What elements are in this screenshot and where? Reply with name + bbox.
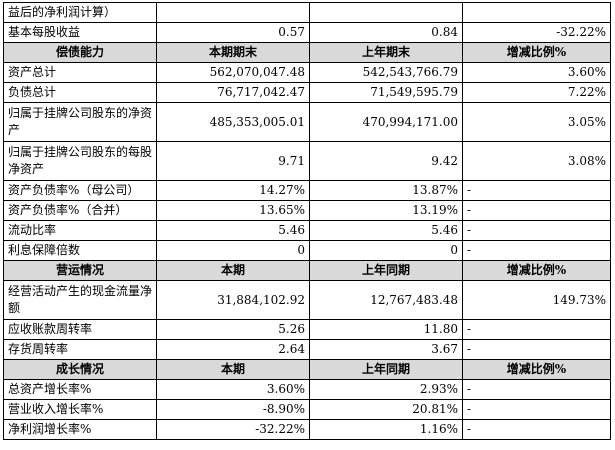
change-percent-value: -	[462, 240, 611, 261]
prior-period-value: 470,994,171.00	[309, 102, 463, 142]
row-label: 利息保障倍数	[3, 240, 157, 261]
current-period-value: 14.27%	[156, 180, 310, 201]
section-title: 营运情况	[3, 260, 157, 281]
prior-period-value: 71,549,595.79	[309, 82, 463, 103]
current-period-value: 5.46	[156, 220, 310, 241]
current-period-value: 9.71	[156, 141, 310, 181]
table-row: 存货周转率 2.64 3.67-	[3, 339, 611, 360]
current-period-value: -32.22%	[156, 419, 310, 440]
prior-period-value: 11.80	[309, 319, 463, 340]
table-row: 应收账款周转率 5.26 11.80-	[3, 319, 611, 340]
change-percent-value: -32.22%	[462, 22, 611, 43]
table-row: 利息保障倍数 0 0-	[3, 240, 611, 261]
prior-period-value: 0.84	[309, 22, 463, 43]
table-row: 总资产增长率% 3.60% 2.93% -	[3, 379, 611, 400]
section-header-row: 成长情况 本期 上年同期 增减比例%	[3, 359, 611, 380]
row-label: 流动比率	[3, 220, 157, 241]
section-header-row: 营运情况 本期 上年同期 增减比例%	[3, 260, 611, 281]
change-percent-value: -	[462, 339, 611, 360]
table-row: 营业收入增长率% -8.90% 20.81% -	[3, 399, 611, 420]
column-header: 上年期末	[309, 42, 463, 63]
row-label: 总资产增长率%	[3, 379, 157, 400]
current-period-value: 13.65%	[156, 200, 310, 221]
section-header-row: 偿债能力 本期期末 上年期末 增减比例%	[3, 42, 611, 63]
current-period-value: 31,884,102.92	[156, 280, 310, 320]
prior-period-value: 0	[309, 240, 463, 261]
change-percent-value: -	[462, 200, 611, 221]
table-row: 负债总计 76,717,042.47 71,549,595.79 7.22%	[3, 82, 611, 103]
row-label: 资产总计	[3, 62, 157, 83]
change-percent-value: -	[462, 220, 611, 241]
row-label: 归属于挂牌公司股东的净资产	[3, 102, 157, 142]
row-label: 资产负债率%（合并）	[3, 200, 157, 221]
table-row: 基本每股收益 0.57 0.84 -32.22%	[3, 22, 611, 43]
table-row: 归属于挂牌公司股东的净资产 485,353,005.01 470,994,171.0…	[3, 102, 611, 142]
prior-period-value	[309, 2, 463, 23]
current-period-value: 2.64	[156, 339, 310, 360]
column-header: 本期期末	[156, 42, 310, 63]
current-period-value: 3.60%	[156, 379, 310, 400]
table-row: 净利润增长率% -32.22% 1.16% -	[3, 419, 611, 440]
prior-period-value: 12,767,483.48	[309, 280, 463, 320]
current-period-value: 0	[156, 240, 310, 261]
change-percent-value: -	[462, 399, 611, 420]
change-percent-value: -	[462, 319, 611, 340]
current-period-value: -8.90%	[156, 399, 310, 420]
row-label: 基本每股收益	[3, 22, 157, 43]
prior-period-value: 542,543,766.79	[309, 62, 463, 83]
table-row: 归属于挂牌公司股东的每股净资产 9.71 9.42 3.08%	[3, 141, 611, 181]
change-percent-value: 3.05%	[462, 102, 611, 142]
row-label: 净利润增长率%	[3, 419, 157, 440]
table-body: 益后的净利润计算） 基本每股收益 0.57 0.84 -32.22% 偿债能力 本期期末 上年…	[3, 2, 611, 440]
current-period-value: 5.26	[156, 319, 310, 340]
current-period-value: 562,070,047.48	[156, 62, 310, 83]
change-percent-value: -	[462, 180, 611, 201]
column-header: 本期	[156, 260, 310, 281]
row-label: 存货周转率	[3, 339, 157, 360]
row-label: 经营活动产生的现金流量净额	[3, 280, 157, 320]
current-period-value: 0.57	[156, 22, 310, 43]
column-header: 增减比例%	[462, 42, 611, 63]
row-label: 资产负债率%（母公司）	[3, 180, 157, 201]
row-label: 营业收入增长率%	[3, 399, 157, 420]
change-percent-value: 3.08%	[462, 141, 611, 181]
prior-period-value: 13.19%	[309, 200, 463, 221]
change-percent-value: -	[462, 379, 611, 400]
change-percent-value	[462, 2, 611, 23]
prior-period-value: 13.87%	[309, 180, 463, 201]
current-period-value: 485,353,005.01	[156, 102, 310, 142]
table-row: 益后的净利润计算）	[3, 2, 611, 23]
prior-period-value: 5.46	[309, 220, 463, 241]
current-period-value: 76,717,042.47	[156, 82, 310, 103]
row-label: 应收账款周转率	[3, 319, 157, 340]
current-period-value	[156, 2, 310, 23]
change-percent-value: 7.22%	[462, 82, 611, 103]
row-label: 归属于挂牌公司股东的每股净资产	[3, 141, 157, 181]
table-row: 流动比率 5.46 5.46-	[3, 220, 611, 241]
column-header: 上年同期	[309, 260, 463, 281]
prior-period-value: 9.42	[309, 141, 463, 181]
prior-period-value: 2.93%	[309, 379, 463, 400]
change-percent-value: 149.73%	[462, 280, 611, 320]
section-title: 成长情况	[3, 359, 157, 380]
change-percent-value: -	[462, 419, 611, 440]
table-row: 经营活动产生的现金流量净额 31,884,102.92 12,767,483.48 1…	[3, 280, 611, 320]
prior-period-value: 1.16%	[309, 419, 463, 440]
row-label: 负债总计	[3, 82, 157, 103]
column-header: 本期	[156, 359, 310, 380]
row-label: 益后的净利润计算）	[3, 2, 157, 23]
table-row: 资产负债率%（母公司） 14.27% 13.87% -	[3, 180, 611, 201]
table-row: 资产负债率%（合并） 13.65% 13.19% -	[3, 200, 611, 221]
section-title: 偿债能力	[3, 42, 157, 63]
prior-period-value: 3.67	[309, 339, 463, 360]
table-row: 资产总计 562,070,047.48 542,543,766.79 3.60%	[3, 62, 611, 83]
financial-indicators-table: 益后的净利润计算） 基本每股收益 0.57 0.84 -32.22% 偿债能力 本期期末 上年…	[3, 2, 611, 440]
change-percent-value: 3.60%	[462, 62, 611, 83]
column-header: 增减比例%	[462, 260, 611, 281]
column-header: 上年同期	[309, 359, 463, 380]
column-header: 增减比例%	[462, 359, 611, 380]
prior-period-value: 20.81%	[309, 399, 463, 420]
